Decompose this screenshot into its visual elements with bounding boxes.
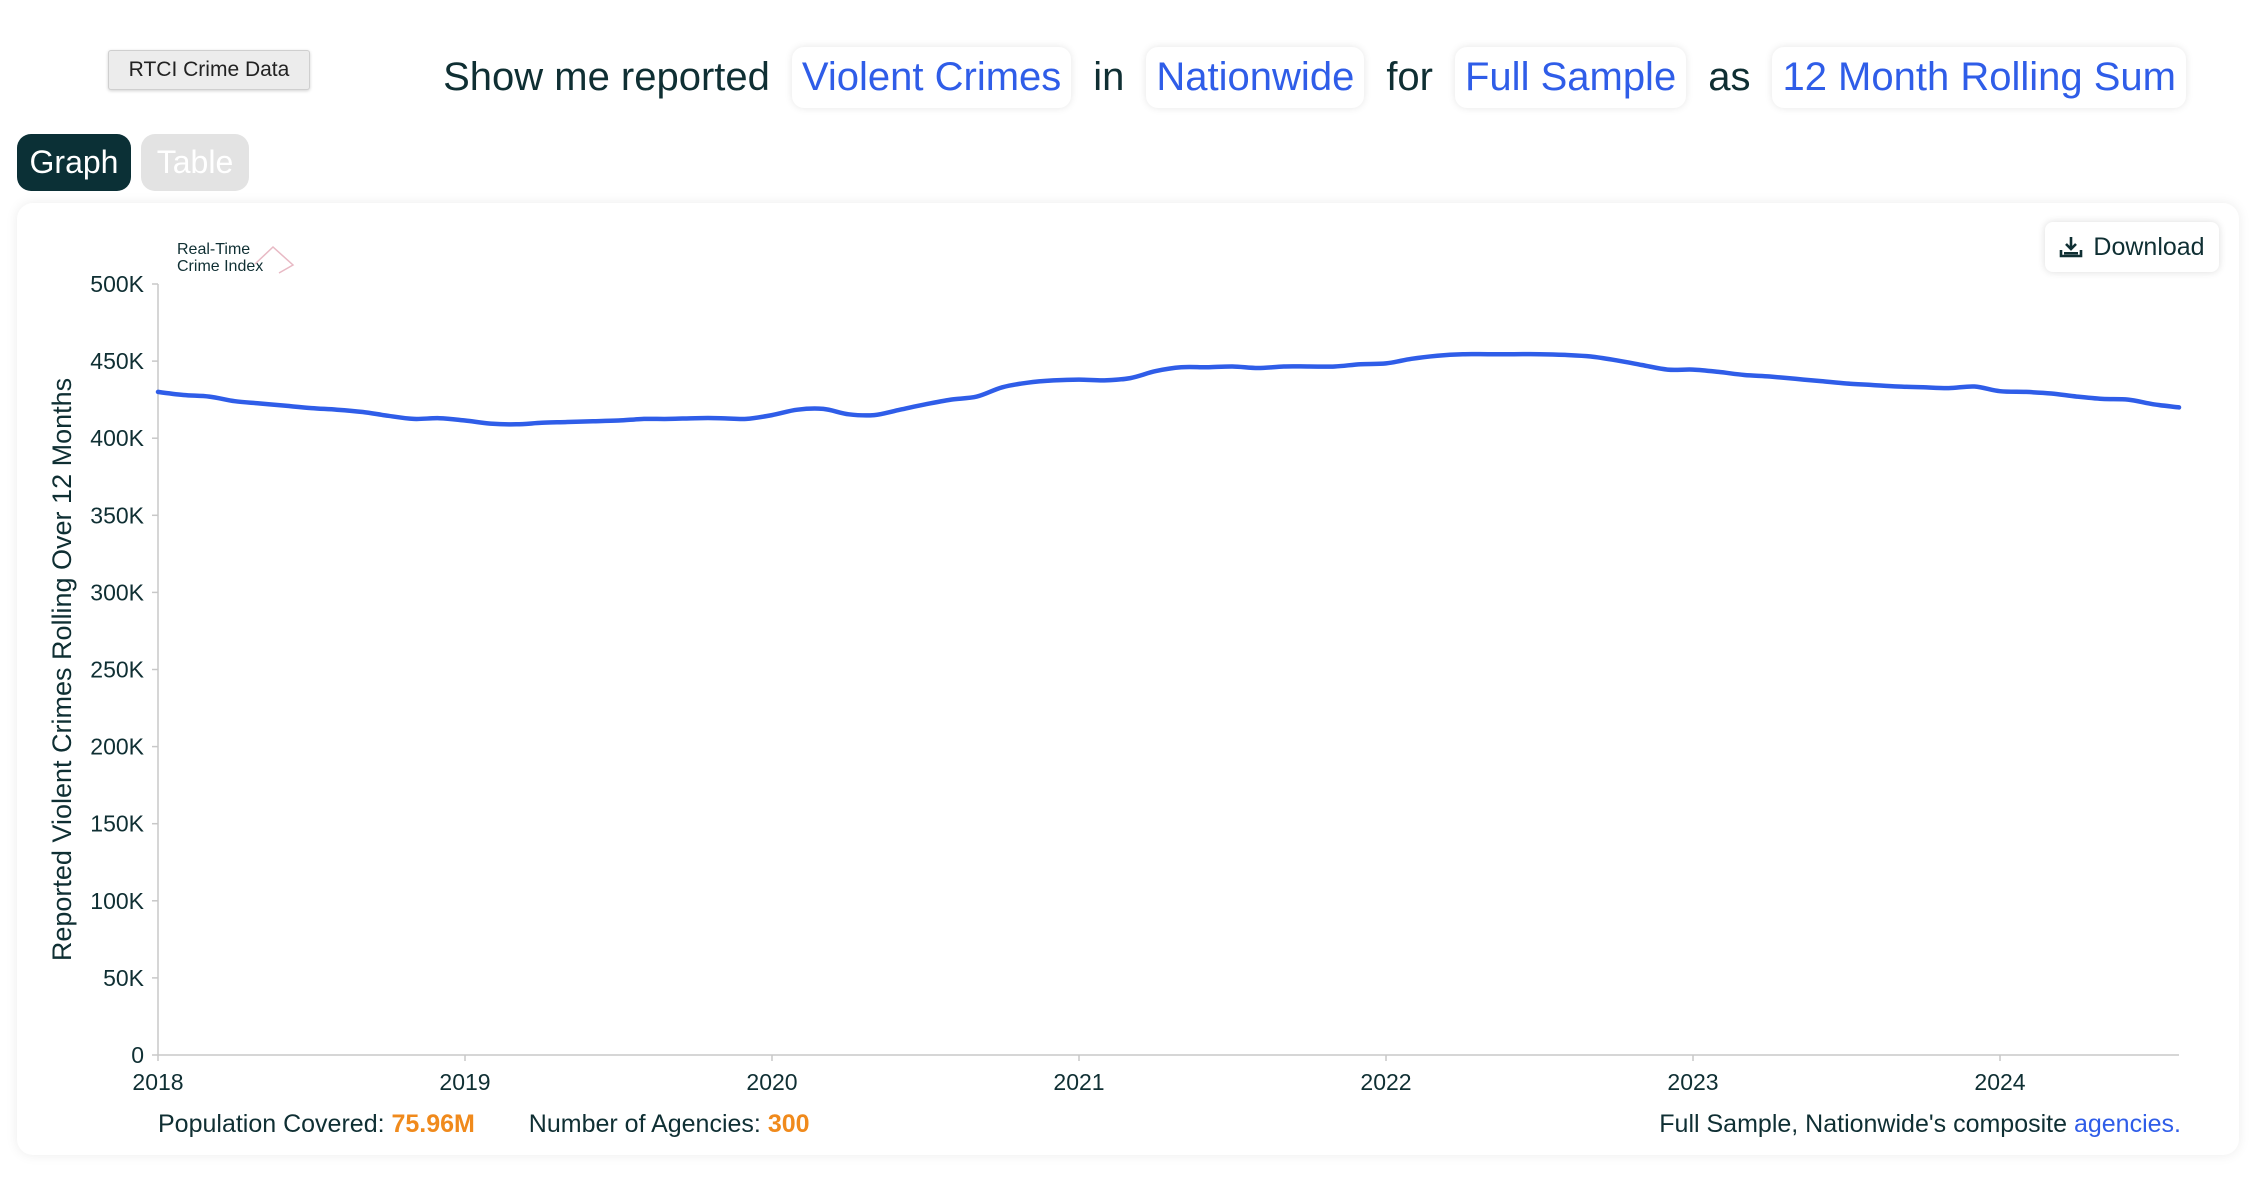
coverage-stats: Population Covered: 75.96M Number of Age… (158, 1110, 810, 1139)
query-word-in: in (1093, 54, 1125, 99)
y-tick-label: 150K (90, 811, 144, 837)
tab-graph[interactable]: Graph (17, 134, 131, 191)
download-button[interactable]: Download (2045, 222, 2219, 272)
chart-series (155, 351, 2182, 427)
y-tick-label: 100K (90, 888, 144, 914)
logo-line1: Real-Time (177, 241, 250, 258)
y-tick-label: 50K (103, 965, 145, 991)
region-selector[interactable]: Nationwide (1146, 46, 1365, 108)
population-label: Population Covered: (158, 1110, 385, 1138)
tab-table[interactable]: Table (141, 134, 249, 191)
x-tick-label: 2024 (1974, 1069, 2025, 1095)
y-tick-label: 200K (90, 734, 144, 760)
download-icon (2060, 237, 2083, 258)
query-word-as: as (1708, 54, 1751, 99)
view-tabs: Graph Table (17, 134, 249, 191)
y-tick-label: 300K (90, 579, 144, 605)
download-label: Download (2093, 232, 2205, 261)
x-tick-label: 2021 (1053, 1069, 1104, 1095)
x-tick-label: 2022 (1360, 1069, 1411, 1095)
logo-mark-icon (254, 245, 295, 274)
watermark-logo: Real-Time Crime Index (177, 241, 295, 275)
composite-text: Full Sample, Nationwide's composite (1659, 1110, 2068, 1138)
y-tick-label: 400K (90, 425, 144, 451)
query-prefix: Show me reported (443, 54, 770, 99)
measure-selector[interactable]: 12 Month Rolling Sum (1772, 46, 2186, 108)
x-tick-label: 2023 (1667, 1069, 1718, 1095)
agencies-label: Number of Agencies: (528, 1110, 761, 1138)
line-chart: Real-Time Crime Index 0 50K 100K 150K 200K 25… (47, 241, 2182, 1095)
logo-line2: Crime Index (177, 258, 263, 275)
agencies-link[interactable]: agencies. (2073, 1110, 2181, 1138)
y-tick-label: 450K (90, 348, 144, 374)
series-line-0 (155, 351, 2182, 427)
query-sentence: Show me reported Violent Crimes in Natio… (443, 44, 2186, 110)
x-tick-label: 2019 (439, 1069, 490, 1095)
chart-axes: 0 50K 100K 150K 200K 250K 300K 350K 400K 450K 500K… (90, 271, 2179, 1095)
x-tick-label: 2018 (132, 1069, 183, 1095)
x-tick-label: 2020 (746, 1069, 797, 1095)
query-word-for: for (1386, 54, 1433, 99)
y-tick-label: 350K (90, 502, 144, 528)
y-tick-label: 0 (131, 1042, 144, 1068)
y-tick-label: 500K (90, 271, 144, 297)
sample-selector[interactable]: Full Sample (1455, 46, 1687, 108)
population-value: 75.96M (391, 1110, 475, 1138)
agencies-value: 300 (767, 1110, 810, 1138)
y-tick-label: 250K (90, 657, 144, 683)
y-axis-label: Reported Violent Crimes Rolling Over 12 … (47, 378, 77, 961)
crime-type-selector[interactable]: Violent Crimes (791, 46, 1072, 108)
composite-note: Full Sample, Nationwide's composite agen… (1659, 1110, 2181, 1139)
chart-card: Real-Time Crime Index 0 50K 100K 150K 200K 25… (17, 203, 2239, 1155)
rtci-crime-data-tag[interactable]: RTCI Crime Data (108, 50, 310, 90)
